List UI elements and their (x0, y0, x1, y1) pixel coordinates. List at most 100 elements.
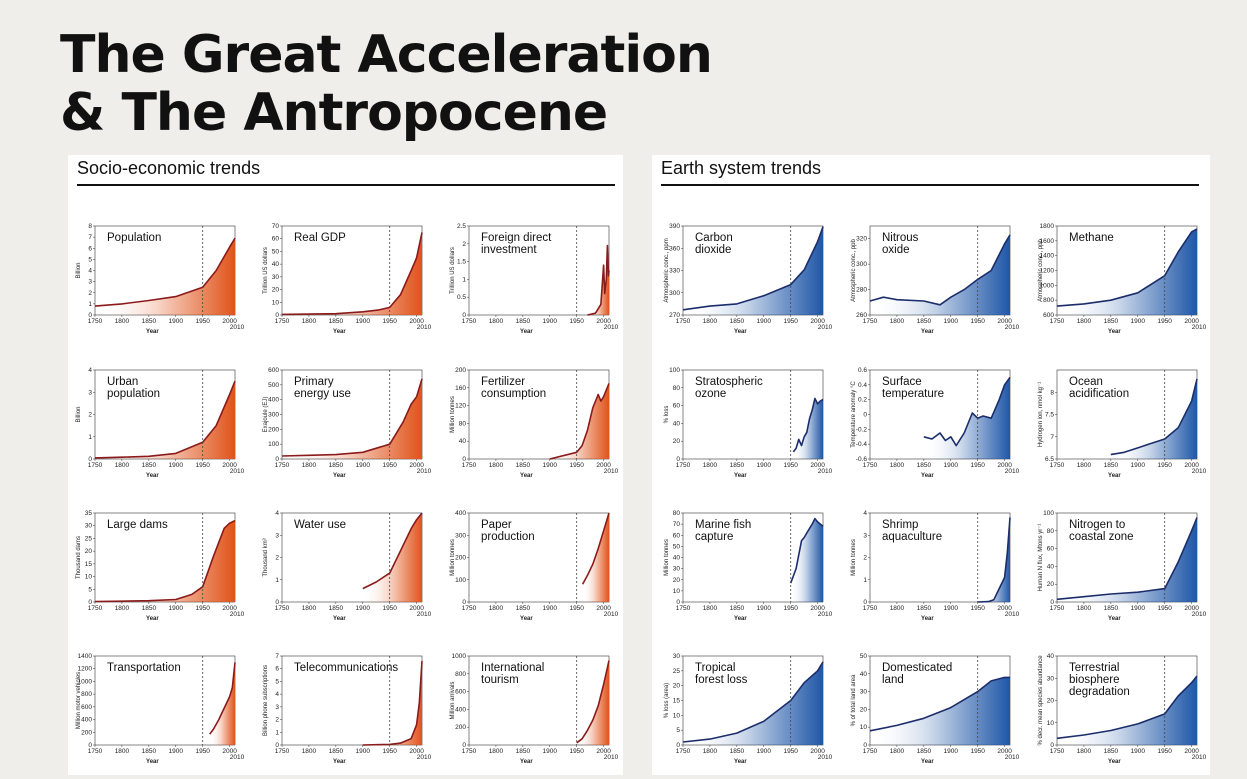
title-line-2: & The Antropocene (60, 83, 608, 143)
series-area (95, 520, 235, 602)
y-axis-label: Hydrogen ion, nmol kg⁻¹ (1038, 382, 1044, 447)
y-tick-label: 7 (275, 653, 279, 660)
y-tick-label: 1 (88, 301, 92, 308)
y-tick-label: 3 (275, 704, 279, 711)
x-tick-label: 1800 (1077, 605, 1092, 612)
y-tick-label: 0 (88, 456, 92, 463)
x-tick-label: 1800 (703, 748, 718, 755)
chart-title: energy use (294, 388, 351, 400)
y-tick-label: 20 (1047, 581, 1055, 588)
x-tick-label: 2000 (810, 318, 825, 325)
chart-title: Domesticated (882, 662, 952, 674)
y-tick-label: 2 (275, 717, 279, 724)
series-line (281, 232, 423, 316)
x-tick-label: 1900 (543, 605, 558, 612)
x-tick-label: 1850 (516, 318, 531, 325)
x-tick-label: 1800 (703, 462, 718, 469)
chart-20: 0 20 40 60 80 100 1750 1800 1850 1900 1950 20002010… (1038, 510, 1207, 622)
series-area (95, 381, 235, 459)
series-line (792, 397, 824, 453)
x-tick-label: 1850 (917, 748, 932, 755)
x-extra-tick-label: 2010 (1192, 611, 1207, 618)
x-tick-label: 1900 (543, 318, 558, 325)
chart-title: Large dams (107, 519, 168, 531)
x-tick-label: 2000 (222, 318, 237, 325)
y-tick-label: 1600 (1040, 238, 1055, 245)
chart-9: 0 200 400 600 800 1000 1200 1400 1750 1800 1850 190… (76, 653, 245, 765)
y-tick-label: 5 (275, 678, 279, 685)
x-tick-label: 1750 (88, 462, 103, 469)
series-line (94, 237, 236, 307)
x-tick-label: 2000 (1184, 318, 1199, 325)
chart-title: Nitrous (882, 232, 919, 244)
y-tick-label: 300 (268, 412, 279, 419)
y-tick-label: 300 (455, 532, 466, 539)
x-tick-label: 1850 (1104, 318, 1119, 325)
y-tick-label: 40 (673, 420, 681, 427)
x-tick-label: 2000 (997, 748, 1012, 755)
y-tick-label: 270 (669, 312, 680, 319)
y-tick-label: 0.5 (457, 294, 466, 301)
x-tick-label: 1950 (970, 605, 985, 612)
y-axis-label: Million tonnes (664, 539, 670, 576)
x-tick-label: 2000 (596, 748, 611, 755)
x-tick-label: 1800 (115, 462, 130, 469)
chart-title: population (107, 388, 160, 400)
x-tick-label: 1850 (730, 605, 745, 612)
x-extra-tick-label: 2010 (417, 754, 432, 761)
x-extra-tick-label: 2010 (818, 611, 833, 618)
series-line (682, 661, 824, 743)
x-tick-label: 1950 (970, 318, 985, 325)
x-tick-label: 1750 (462, 605, 477, 612)
chart-title: acidification (1069, 388, 1129, 400)
x-axis-label: Year (520, 473, 533, 479)
chart-title: forest loss (695, 674, 748, 686)
y-tick-label: 2 (88, 412, 92, 419)
x-extra-tick-label: 2010 (417, 611, 432, 618)
y-tick-label: 0 (676, 742, 680, 749)
x-extra-tick-label: 2010 (1005, 324, 1020, 331)
x-tick-label: 1750 (1050, 748, 1065, 755)
x-tick-label: 2000 (810, 462, 825, 469)
x-tick-label: 1750 (863, 462, 878, 469)
y-tick-label: 1200 (78, 666, 93, 673)
y-tick-label: 30 (272, 274, 280, 281)
x-tick-label: 1950 (382, 605, 397, 612)
chart-title: International (481, 662, 544, 674)
y-tick-label: 8 (88, 223, 92, 230)
x-tick-label: 1800 (890, 318, 905, 325)
y-tick-label: 3 (88, 389, 92, 396)
x-tick-label: 1800 (890, 605, 905, 612)
y-tick-label: 80 (459, 420, 467, 427)
y-axis-label: Temperature anomaly °C (851, 381, 857, 448)
y-axis-label: Atmospheric conc., ppb (1038, 238, 1044, 301)
y-tick-label: 3 (863, 532, 867, 539)
series-area (282, 232, 422, 315)
chart-title: temperature (882, 388, 944, 400)
x-tick-label: 1750 (1050, 318, 1065, 325)
y-tick-label: 1000 (452, 653, 467, 660)
y-tick-label: 1 (275, 729, 279, 736)
x-axis-label: Year (734, 616, 747, 622)
x-tick-label: 1950 (382, 748, 397, 755)
x-extra-tick-label: 2010 (1005, 754, 1020, 761)
y-tick-label: 600 (81, 704, 92, 711)
x-tick-label: 1900 (757, 748, 772, 755)
y-tick-label: 1000 (1040, 282, 1055, 289)
y-tick-label: 200 (81, 729, 92, 736)
series-area (870, 677, 1010, 745)
y-axis-label: % decr. mean species abundance (1038, 655, 1044, 746)
x-tick-label: 1950 (783, 605, 798, 612)
earth-system-panel-title: Earth system trends (661, 158, 822, 178)
x-extra-tick-label: 2010 (1192, 324, 1207, 331)
y-axis-label: Billion (76, 262, 82, 278)
y-axis-label: Million tonnes (851, 539, 857, 576)
y-tick-label: 100 (1043, 510, 1054, 517)
x-axis-label: Year (520, 616, 533, 622)
y-tick-label: 60 (673, 403, 681, 410)
y-tick-label: 100 (268, 441, 279, 448)
y-tick-label: 0 (462, 742, 466, 749)
